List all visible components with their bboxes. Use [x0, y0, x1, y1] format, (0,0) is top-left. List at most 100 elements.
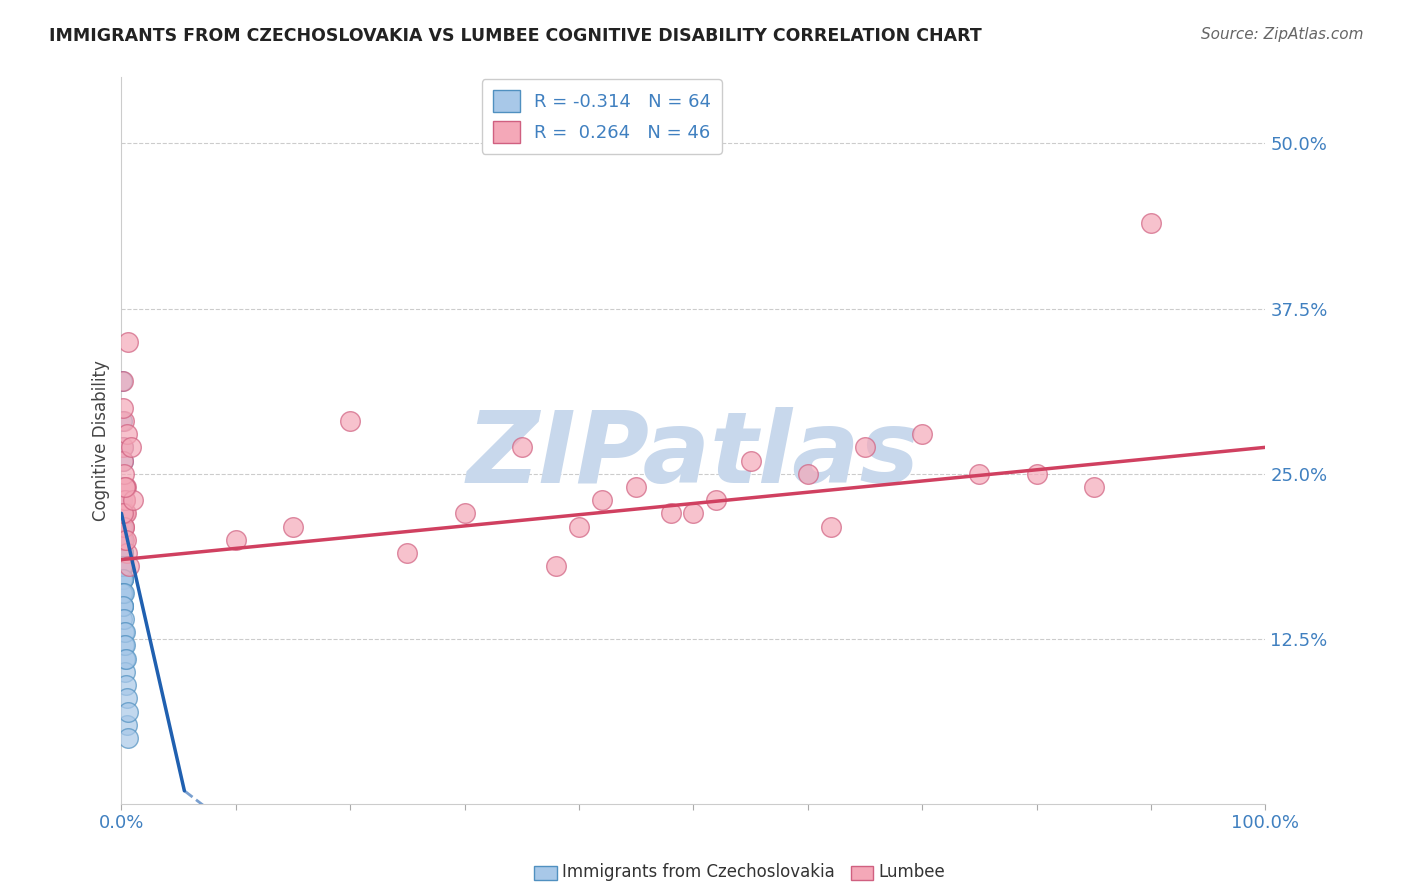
Point	[510, 440, 533, 454]
Point	[111, 440, 134, 454]
Point	[111, 440, 134, 454]
Point	[682, 507, 704, 521]
Point	[115, 427, 138, 442]
Point	[396, 546, 419, 560]
Point	[111, 519, 134, 533]
Text: ZIPatlas: ZIPatlas	[467, 407, 920, 504]
Point	[114, 507, 136, 521]
Point	[112, 533, 135, 547]
Point	[111, 507, 134, 521]
Point	[111, 493, 134, 508]
Point	[111, 599, 134, 613]
Point	[117, 705, 139, 719]
Point	[111, 573, 134, 587]
Point	[114, 651, 136, 665]
Text: Source: ZipAtlas.com: Source: ZipAtlas.com	[1201, 27, 1364, 42]
Point	[740, 453, 762, 467]
Point	[111, 374, 134, 388]
Point	[111, 546, 134, 560]
Point	[114, 493, 136, 508]
Point	[111, 401, 134, 415]
Point	[115, 717, 138, 731]
Point	[111, 559, 134, 574]
Point	[111, 507, 134, 521]
Point	[111, 533, 134, 547]
Point	[546, 559, 568, 574]
Point	[115, 691, 138, 706]
Point	[112, 573, 135, 587]
Point	[111, 519, 134, 533]
Point	[111, 573, 134, 587]
Y-axis label: Cognitive Disability: Cognitive Disability	[93, 360, 110, 521]
Point	[111, 519, 134, 533]
Point	[112, 573, 135, 587]
Point	[112, 414, 135, 428]
Point	[626, 480, 648, 494]
Point	[111, 559, 134, 574]
Point	[111, 533, 134, 547]
Point	[111, 546, 134, 560]
Point	[1140, 216, 1163, 230]
Point	[117, 731, 139, 745]
Point	[281, 519, 304, 533]
Point	[111, 559, 134, 574]
Point	[114, 480, 136, 494]
Point	[111, 533, 134, 547]
Point	[820, 519, 842, 533]
Point	[568, 519, 591, 533]
Point	[111, 546, 134, 560]
Point	[111, 585, 134, 599]
Point	[112, 599, 135, 613]
Point	[120, 440, 142, 454]
Point	[111, 546, 134, 560]
Point	[117, 334, 139, 349]
Point	[112, 585, 135, 599]
Point	[111, 585, 134, 599]
Point	[111, 533, 134, 547]
Point	[111, 533, 134, 547]
Point	[111, 559, 134, 574]
Point	[111, 585, 134, 599]
Point	[111, 507, 134, 521]
Point	[111, 546, 134, 560]
Point	[115, 678, 138, 692]
Point	[118, 559, 141, 574]
Point	[115, 546, 138, 560]
Point	[111, 507, 134, 521]
Point	[111, 546, 134, 560]
Point	[1083, 480, 1105, 494]
Point	[659, 507, 682, 521]
Point	[112, 612, 135, 626]
Point	[111, 507, 134, 521]
Point	[114, 480, 136, 494]
Point	[853, 440, 876, 454]
Point	[114, 651, 136, 665]
Point	[111, 573, 134, 587]
Text: IMMIGRANTS FROM CZECHOSLOVAKIA VS LUMBEE COGNITIVE DISABILITY CORRELATION CHART: IMMIGRANTS FROM CZECHOSLOVAKIA VS LUMBEE…	[49, 27, 981, 45]
Point	[111, 519, 134, 533]
Point	[114, 665, 136, 679]
Point	[114, 625, 136, 640]
Point	[111, 480, 134, 494]
Point	[111, 533, 134, 547]
Point	[115, 507, 138, 521]
Point	[111, 507, 134, 521]
Point	[911, 427, 934, 442]
Point	[115, 533, 138, 547]
Text: Lumbee: Lumbee	[879, 863, 945, 881]
Point	[111, 519, 134, 533]
Point	[112, 559, 135, 574]
Point	[112, 467, 135, 481]
Point	[115, 480, 138, 494]
Point	[111, 519, 134, 533]
Point	[111, 559, 134, 574]
Point	[111, 493, 134, 508]
Point	[797, 467, 820, 481]
Point	[704, 493, 727, 508]
Point	[111, 533, 134, 547]
Point	[111, 374, 134, 388]
Point	[111, 414, 134, 428]
Point	[122, 493, 145, 508]
Point	[591, 493, 613, 508]
Point	[112, 453, 135, 467]
